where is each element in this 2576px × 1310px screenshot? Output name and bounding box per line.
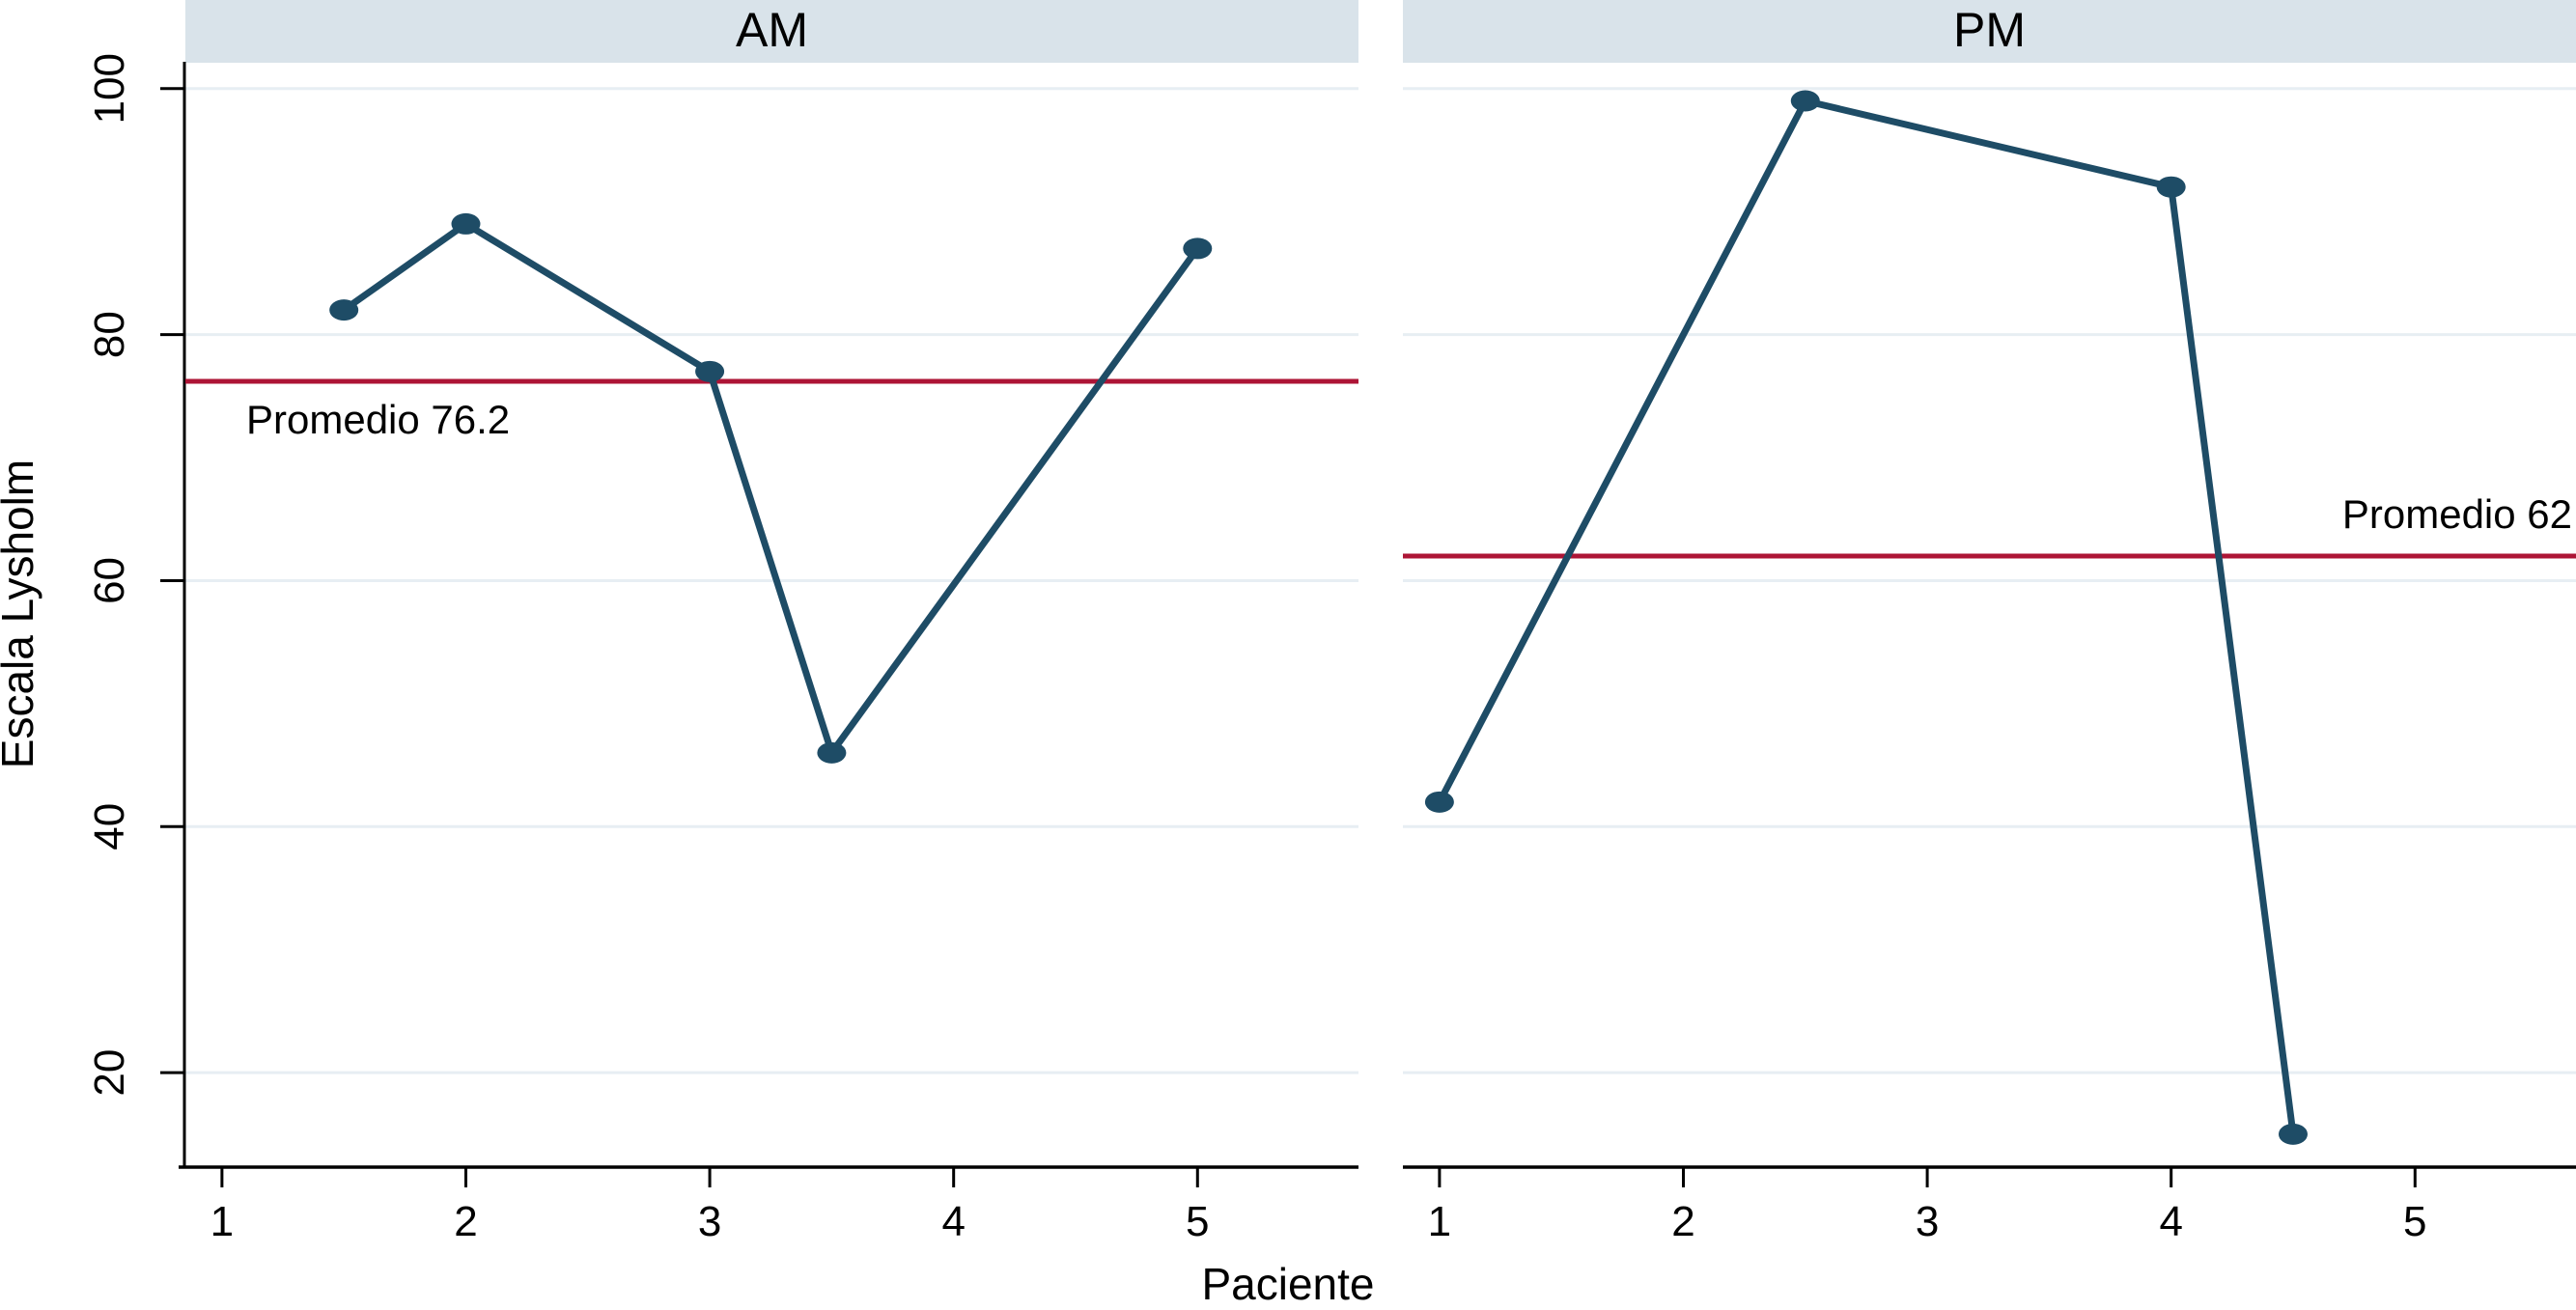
y-tick-label: 60 [86, 557, 133, 604]
y-tick-label: 40 [86, 803, 133, 850]
x-axis-title: Paciente [1201, 1259, 1374, 1309]
x-tick-label: 2 [1671, 1198, 1694, 1245]
data-point [817, 741, 847, 764]
data-point [1790, 90, 1820, 112]
x-tick-label: 3 [698, 1198, 721, 1245]
data-point [2278, 1123, 2308, 1145]
panel-title: PM [1953, 3, 2026, 57]
data-point [1424, 791, 1454, 813]
data-point [1183, 237, 1213, 260]
data-point [2156, 176, 2186, 198]
x-tick-label: 1 [1428, 1198, 1451, 1245]
x-tick-label: 2 [454, 1198, 477, 1245]
y-axis-title: Escala Lysholm [0, 460, 42, 768]
data-point [451, 212, 481, 235]
x-tick-label: 1 [210, 1198, 234, 1245]
series-line [1436, 98, 2297, 1135]
x-tick-label: 4 [941, 1198, 965, 1245]
x-tick-label: 4 [2159, 1198, 2182, 1245]
data-point [329, 299, 359, 321]
data-point [695, 360, 725, 382]
x-tick-label: 5 [2403, 1198, 2426, 1245]
y-tick-label: 100 [86, 53, 133, 124]
panel-pm: PM 1 2 3 4 5 Promedio 62 [1403, 0, 2576, 1245]
x-tick-label: 3 [1916, 1198, 1939, 1245]
y-tick-label: 80 [86, 311, 133, 358]
x-tick-label: 5 [1186, 1198, 1209, 1245]
panel-title: AM [736, 3, 808, 57]
mean-reference-label: Promedio 76.2 [246, 397, 510, 442]
series-line [342, 220, 1201, 757]
panel-header [185, 0, 1358, 63]
mean-reference-label: Promedio 62 [2342, 491, 2572, 537]
panel-header [1403, 0, 2576, 63]
y-tick-label: 20 [86, 1049, 133, 1097]
panel-am: AM 20 40 60 80 100 1 2 3 4 5 Promedio 76.2 [86, 0, 1358, 1245]
panels-group: AM 20 40 60 80 100 1 2 3 4 5 Promedio 76.2 PM 1 2 3 4 5 Pr… [86, 0, 2576, 1245]
